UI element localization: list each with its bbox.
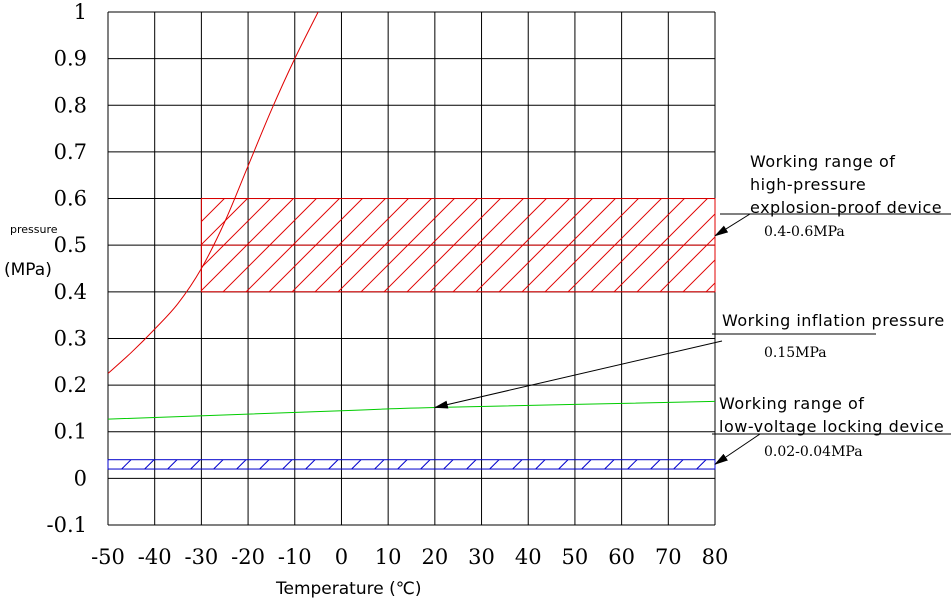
hatch-line xyxy=(627,459,638,470)
annotation: Working range of high-pressure explosion-p… xyxy=(714,152,951,240)
hatch-line xyxy=(512,459,523,470)
hatch-line xyxy=(167,459,178,470)
hatch-line xyxy=(190,459,201,470)
hatch-line xyxy=(213,459,224,470)
hatch-line xyxy=(535,459,546,470)
hatch-line xyxy=(374,459,385,470)
hatch-line xyxy=(581,459,592,470)
annotation-arrow xyxy=(714,433,761,465)
x-tick-label: 70 xyxy=(655,545,682,569)
annotation-value: 0.02-0.04MPa xyxy=(764,444,863,460)
y-tick-label: 0.5 xyxy=(54,233,87,257)
annotation-text: explosion-proof device xyxy=(750,198,942,217)
hatch-line xyxy=(397,459,408,470)
hatch-line xyxy=(720,460,729,469)
annotations: Working range of high-pressure explosion-p… xyxy=(433,152,951,465)
annotation-text: Working range of xyxy=(719,394,864,413)
x-tick-label: 0 xyxy=(335,545,348,569)
y-tick-label: 0.9 xyxy=(54,47,87,71)
y-tick-label: -0.1 xyxy=(47,513,88,537)
y-axis-label-line1: pressure xyxy=(10,223,58,236)
hatch-line xyxy=(328,459,339,470)
hatch-line xyxy=(443,459,454,470)
y-tick-label: 0.1 xyxy=(54,420,87,444)
annotation-text: Working inflation pressure xyxy=(722,311,945,330)
x-tick-label: -30 xyxy=(184,545,218,569)
hatch-line xyxy=(121,459,132,470)
x-tick-label: 30 xyxy=(468,545,495,569)
hatch-line xyxy=(696,459,707,470)
hatch-line xyxy=(489,459,500,470)
hatch-line xyxy=(282,459,293,470)
y-tick-label: 0.4 xyxy=(54,280,87,304)
x-tick-label: 10 xyxy=(375,545,402,569)
hatch-line xyxy=(604,459,615,470)
annotation-text: high-pressure xyxy=(750,175,866,194)
hatch-line xyxy=(420,459,431,470)
annotation-arrow xyxy=(714,213,751,237)
hatch-line xyxy=(466,459,477,470)
annotation-text: Working range of xyxy=(750,152,895,171)
y-tick-label: 1 xyxy=(74,0,87,24)
x-tick-labels: -50 -40 -30 -20 -10 0 10 20 30 40 50 60 70 80 xyxy=(91,545,728,569)
hatch-line xyxy=(144,459,155,470)
x-tick-label: 40 xyxy=(515,545,542,569)
hatch-line xyxy=(673,459,684,470)
hatch-line xyxy=(236,459,247,470)
x-tick-label: -40 xyxy=(138,545,172,569)
x-tick-label: 60 xyxy=(608,545,635,569)
hatch-line xyxy=(201,198,225,223)
hatch-line xyxy=(305,459,316,470)
y-axis-label-line2: (MPa) xyxy=(4,260,52,280)
annotation-value: 0.15MPa xyxy=(764,345,827,361)
hatch-line xyxy=(108,459,109,461)
series-line xyxy=(108,12,319,374)
hatch-line xyxy=(558,459,569,470)
series-line xyxy=(108,400,715,420)
x-tick-label: -20 xyxy=(231,545,265,569)
annotation-arrow xyxy=(433,340,723,409)
y-tick-label: 0 xyxy=(74,466,87,490)
annotation-value: 0.4-0.6MPa xyxy=(764,224,845,240)
grid xyxy=(107,11,716,526)
annotation: Working inflation pressure 0.15MPa xyxy=(433,311,945,409)
y-tick-label: 0.2 xyxy=(54,373,87,397)
x-axis-label: Temperature (℃) xyxy=(275,579,421,599)
hatch-line xyxy=(650,459,661,470)
hatch-line xyxy=(201,198,248,246)
x-tick-label: -50 xyxy=(91,545,125,569)
hatch-line xyxy=(351,459,362,470)
annotation-text: low-voltage locking device xyxy=(719,417,944,436)
y-tick-label: 0.8 xyxy=(54,93,87,117)
hatch-line xyxy=(259,459,270,470)
x-tick-label: 80 xyxy=(702,545,729,569)
y-tick-label: 0.6 xyxy=(54,187,87,211)
x-tick-label: 50 xyxy=(562,545,589,569)
x-tick-label: 20 xyxy=(421,545,448,569)
annotation: Working range of low-voltage locking devi… xyxy=(712,394,951,465)
band-hatch xyxy=(108,459,729,470)
series-lines xyxy=(108,12,715,420)
y-tick-label: 0.3 xyxy=(54,326,87,350)
hatch-line xyxy=(682,259,715,292)
y-tick-labels: 1 0.9 0.8 0.7 0.6 0.5 0.4 0.3 0.2 0.1 0 -0.1 xyxy=(47,0,88,537)
x-tick-label: -10 xyxy=(278,545,312,569)
y-tick-label: 0.7 xyxy=(54,140,87,164)
bands xyxy=(107,198,729,470)
